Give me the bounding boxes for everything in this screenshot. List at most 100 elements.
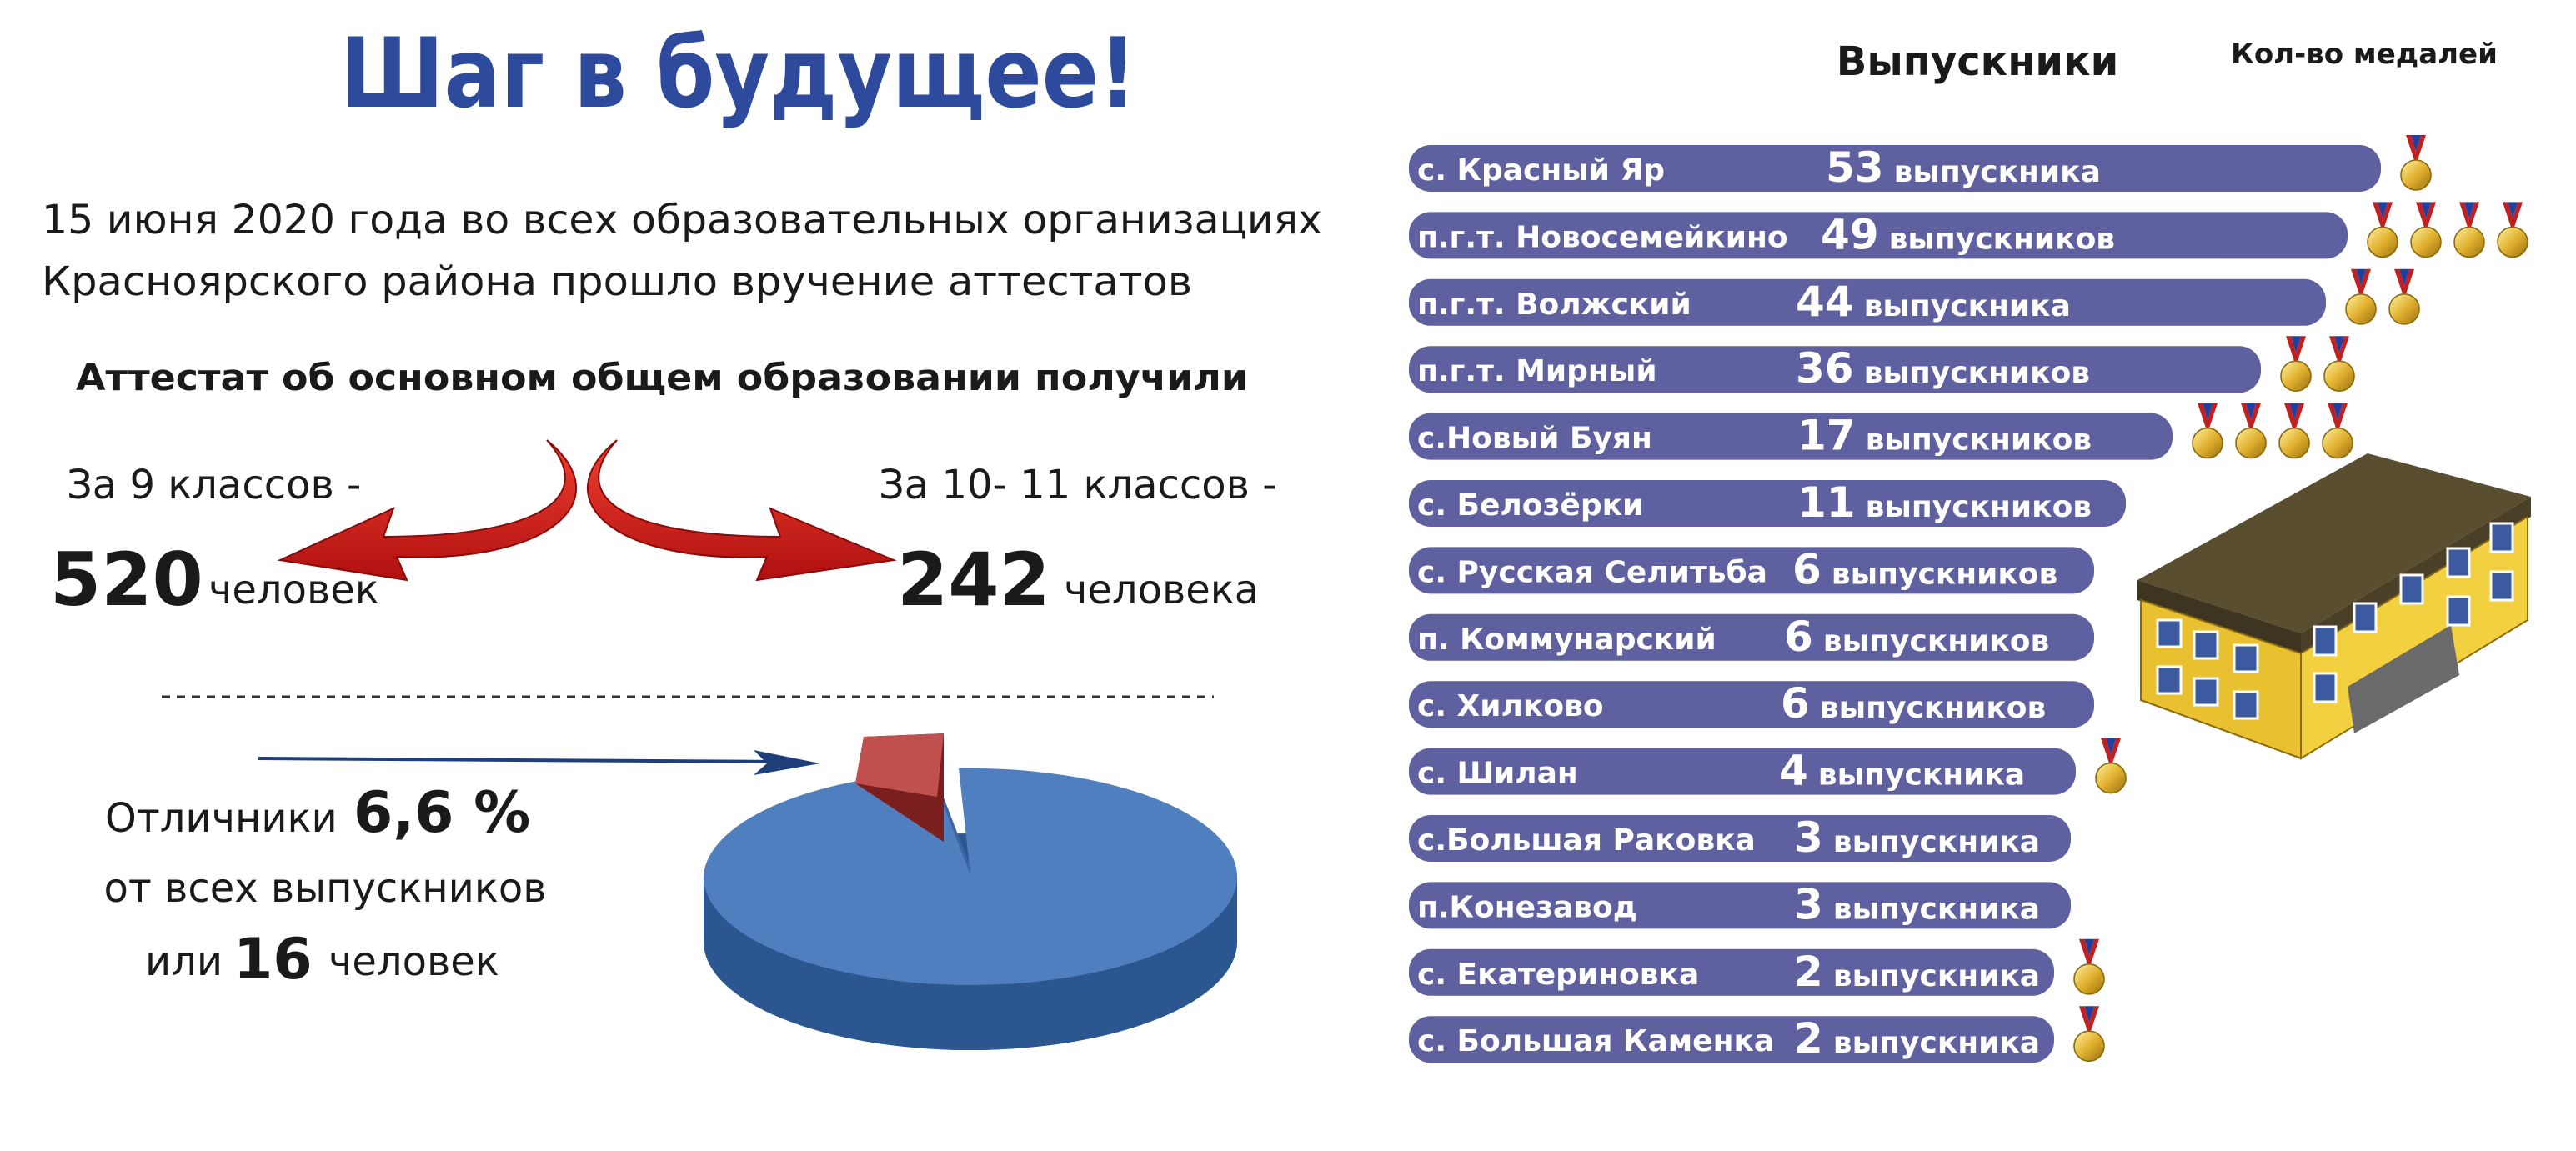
graduate-row: с. Хилково 6 выпускников <box>1409 679 2094 728</box>
medal-disc <box>2278 427 2310 459</box>
row-bar <box>1409 346 2261 393</box>
medal-ribbon <box>2503 202 2523 233</box>
medal <box>2192 403 2223 459</box>
settlement-name: с.Большая Раковка <box>1417 823 1756 858</box>
row-bar <box>1409 547 2094 594</box>
pie-slice <box>855 733 944 797</box>
graduate-row: п. Коммунарский 6 выпускников <box>1409 613 2094 661</box>
medal-ribbon <box>2246 403 2256 420</box>
settlement-name: с. Шилан <box>1417 757 1578 791</box>
intro-line: 15 июня 2020 года во всех образовательны… <box>42 197 1322 243</box>
medal-ribbon <box>2464 202 2474 219</box>
settlement-name: п. Коммунарский <box>1417 623 1716 657</box>
medal-ribbon <box>2459 202 2479 233</box>
graduate-count: 11 <box>1797 478 1856 527</box>
graduate-count-text: 53 выпускника <box>1826 143 2101 192</box>
pointer-head <box>754 750 820 775</box>
graduate-row: с.Новый Буян 17 выпускников <box>1409 403 2353 460</box>
graduate-row: с. Большая Каменка 2 выпускника <box>1409 1006 2105 1063</box>
medal <box>2073 1006 2105 1062</box>
section-heading: Аттестат об основном общем образовании п… <box>76 357 1248 399</box>
honors-unit: человек <box>328 938 499 985</box>
arrow-left <box>277 439 577 582</box>
graduate-unit: выпускников <box>1866 423 2092 458</box>
graduate-count-text: 49 выпускников <box>1821 210 2115 258</box>
graduate-count: 3 <box>1794 813 1823 862</box>
medal-disc <box>2345 293 2377 325</box>
grade-label: За 9 классов - <box>67 462 361 508</box>
graduate-count: 3 <box>1794 880 1823 928</box>
graduate-count-text: 2 выпускника <box>1794 1014 2040 1063</box>
column-heading: Кол-во медалей <box>2231 38 2498 71</box>
medal <box>2322 403 2353 459</box>
medal-ribbon <box>2084 938 2094 956</box>
medal-ribbon <box>2378 202 2388 219</box>
medal <box>2280 336 2312 393</box>
row-bar <box>1409 948 2054 996</box>
graduate-unit: выпускника <box>1833 825 2040 859</box>
medal-ribbon <box>2286 336 2306 367</box>
row-bar <box>1409 613 2094 661</box>
intro-line: Красноярского района прошло вручение атт… <box>42 258 1192 305</box>
graduate-count: 17 <box>1797 412 1856 460</box>
honors-percent: 6,6 % <box>353 780 530 846</box>
row-bar <box>1409 145 2381 192</box>
pie <box>703 733 1237 1050</box>
graduate-count: 4 <box>1779 747 1808 795</box>
pie-main <box>703 768 1237 985</box>
medal-disc <box>2095 762 2127 794</box>
row-bar <box>1409 413 2173 460</box>
graduate-count: 2 <box>1794 1014 1823 1063</box>
medal-disc <box>2388 293 2420 325</box>
graduate-row: п.г.т. Мирный 36 выпускников <box>1409 336 2355 393</box>
medal <box>2453 202 2485 258</box>
medal-ribbon <box>2333 403 2343 420</box>
medal-ribbon <box>2351 268 2371 299</box>
graduate-count: 6 <box>1792 545 1822 593</box>
medal-disc <box>2073 1030 2105 1062</box>
medal-ribbon <box>2421 202 2431 219</box>
medal <box>2095 738 2127 794</box>
medal-ribbon <box>2328 403 2348 433</box>
row-bar <box>1409 480 2126 527</box>
roof <box>2137 453 2531 633</box>
graduate-count: 2 <box>1794 948 1823 996</box>
row-bar <box>1409 882 2071 929</box>
school-building <box>2137 453 2531 760</box>
medal <box>2278 403 2310 459</box>
medal-ribbon <box>2508 202 2518 219</box>
grade-label: За 10- 11 классов - <box>879 462 1277 508</box>
honors-label: Отличники <box>105 795 338 842</box>
arrow-right <box>587 439 897 582</box>
medal-ribbon <box>2101 738 2121 768</box>
row-bar <box>1409 278 2326 326</box>
medal-ribbon <box>2373 202 2393 233</box>
honors-count: 16 <box>233 927 313 993</box>
medal-ribbon <box>2084 1006 2094 1023</box>
graduate-row: с. Шилан 4 выпускника <box>1409 738 2127 795</box>
graduate-count-text: 3 выпускника <box>1794 880 2040 928</box>
graduate-count-text: 11 выпускников <box>1797 478 2092 527</box>
graduate-unit: выпускников <box>1832 557 2058 591</box>
grade-unit: человек <box>208 567 379 613</box>
graduate-unit: выпускника <box>1833 892 2040 926</box>
grade-count: 242 <box>897 537 1050 623</box>
graduate-count-text: 3 выпускника <box>1794 813 2040 862</box>
title: Шаг в будущее! <box>340 18 1137 130</box>
graduate-row: с. Красный Яр 53 выпускника <box>1409 135 2432 192</box>
medal <box>2410 202 2442 258</box>
honors-prefix: или <box>145 938 223 985</box>
medal-disc <box>2497 226 2528 258</box>
medal-disc <box>2410 226 2442 258</box>
settlement-name: с. Екатериновка <box>1417 958 1699 992</box>
graduate-unit: выпускников <box>1864 356 2091 390</box>
settlement-name: с. Русская Селитьба <box>1417 555 1767 589</box>
settlement-name: с. Большая Каменка <box>1417 1024 1774 1058</box>
row-bar <box>1409 1016 2054 1063</box>
graduate-count-text: 44 выпускника <box>1796 278 2071 326</box>
medal-ribbon <box>2106 738 2116 755</box>
settlement-name: с. Белозёрки <box>1417 488 1643 523</box>
graduate-count: 6 <box>1781 679 1810 728</box>
medal-ribbon <box>2329 336 2349 367</box>
